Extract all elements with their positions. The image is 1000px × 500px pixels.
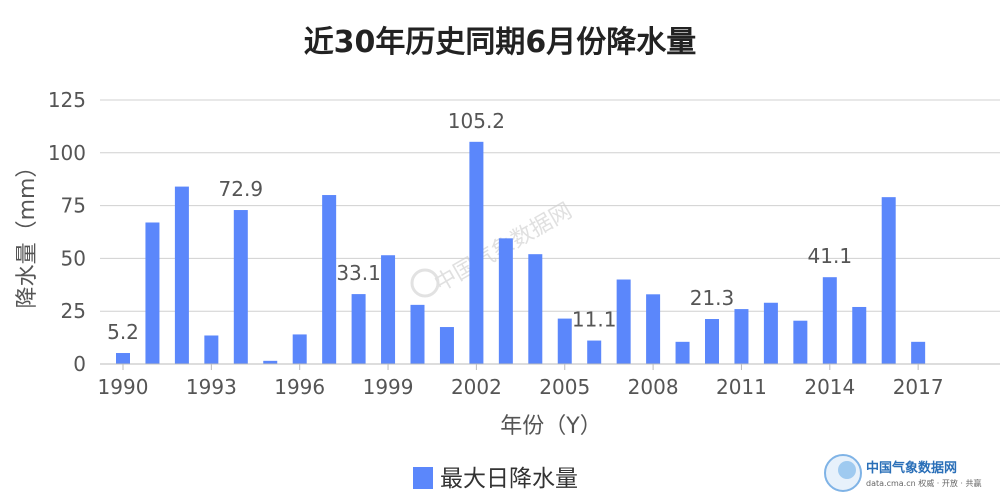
bar-1998 bbox=[351, 294, 366, 364]
bar-2016 bbox=[881, 197, 896, 364]
data-label-2002: 105.2 bbox=[448, 109, 505, 133]
x-tick-label: 2011 bbox=[716, 375, 767, 399]
data-label-2006: 11.1 bbox=[572, 308, 617, 332]
x-tick-label: 1996 bbox=[274, 375, 325, 399]
data-label-2010: 21.3 bbox=[690, 286, 735, 310]
y-tick-label: 75 bbox=[61, 194, 86, 218]
bar-2014 bbox=[822, 277, 837, 364]
x-tick-label: 2017 bbox=[893, 375, 944, 399]
legend-swatch bbox=[413, 467, 433, 489]
y-tick-label: 125 bbox=[48, 88, 86, 112]
bar-1997 bbox=[322, 195, 337, 364]
x-tick-label: 2005 bbox=[539, 375, 590, 399]
data-label-1990: 5.2 bbox=[107, 320, 139, 344]
watermark-logo-icon bbox=[410, 268, 440, 298]
corner-watermark-title: 中国气象数据网 bbox=[866, 460, 957, 476]
bar-2002 bbox=[469, 141, 484, 364]
bar-2003 bbox=[498, 238, 513, 364]
data-labels: 5.2 72.9 33.1 105.2 11.1 21.3 41.1 bbox=[107, 109, 852, 344]
x-tick-label: 1990 bbox=[98, 375, 149, 399]
y-axis-label: 降水量（mm） bbox=[15, 156, 40, 309]
bar-2013 bbox=[793, 320, 808, 364]
bar-1992 bbox=[174, 186, 189, 364]
bar-1999 bbox=[381, 255, 396, 364]
bar-2004 bbox=[528, 254, 543, 364]
corner-watermark-sub: data.cma.cn 权威 · 开放 · 共赢 bbox=[866, 478, 981, 488]
bar-2001 bbox=[439, 327, 454, 364]
y-tick-label: 100 bbox=[48, 141, 86, 165]
watermark-center: 中国气象数据网 bbox=[410, 199, 576, 298]
bar-2008 bbox=[646, 294, 661, 364]
y-tick-label: 50 bbox=[61, 246, 86, 270]
cma-logo-inner-icon bbox=[838, 461, 856, 479]
bar-2012 bbox=[763, 302, 778, 364]
bar-2005 bbox=[557, 318, 572, 364]
x-axis-ticks: 1990 1993 1996 1999 2002 2005 2008 2011 2014 2017 bbox=[98, 364, 944, 399]
bar-1991 bbox=[145, 222, 160, 364]
chart-title: 近30年历史同期6月份降水量 bbox=[304, 25, 697, 60]
bar-1996 bbox=[292, 334, 307, 364]
legend: 最大日降水量 bbox=[413, 466, 578, 492]
y-tick-label: 0 bbox=[73, 352, 86, 376]
bar-2007 bbox=[616, 279, 631, 364]
bar-1990 bbox=[116, 353, 130, 364]
gridlines bbox=[100, 99, 1000, 312]
data-label-2014: 41.1 bbox=[808, 244, 853, 268]
x-tick-label: 1993 bbox=[186, 375, 237, 399]
x-tick-label: 1999 bbox=[363, 375, 414, 399]
y-axis-ticks: 0 25 50 75 100 125 bbox=[48, 88, 86, 376]
bar-2000 bbox=[410, 304, 425, 364]
x-tick-label: 2014 bbox=[804, 375, 855, 399]
x-axis-label: 年份（Y） bbox=[500, 414, 601, 439]
legend-label: 最大日降水量 bbox=[440, 466, 578, 492]
bar-2010 bbox=[705, 319, 719, 364]
watermark-corner: 中国气象数据网 data.cma.cn 权威 · 开放 · 共赢 bbox=[824, 454, 981, 492]
bar-2009 bbox=[675, 341, 690, 364]
bar-1993 bbox=[204, 335, 219, 364]
bars bbox=[116, 141, 926, 364]
bar-2006 bbox=[587, 340, 602, 364]
bar-2017 bbox=[911, 341, 926, 364]
bar-2011 bbox=[734, 309, 749, 364]
x-tick-label: 2008 bbox=[628, 375, 679, 399]
x-tick-label: 2002 bbox=[451, 375, 502, 399]
bar-2015 bbox=[852, 306, 867, 364]
data-label-1994: 72.9 bbox=[219, 177, 264, 201]
y-tick-label: 25 bbox=[61, 299, 86, 323]
bar-1995 bbox=[263, 360, 278, 364]
bar-1994 bbox=[233, 210, 248, 364]
data-label-1998: 33.1 bbox=[336, 261, 381, 285]
